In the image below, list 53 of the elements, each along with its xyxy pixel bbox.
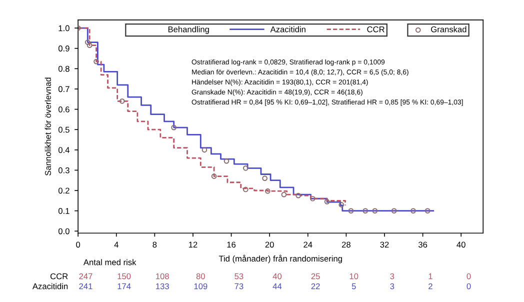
text: 0 bbox=[466, 273, 471, 280]
text: 241 bbox=[79, 283, 92, 290]
text: 53 bbox=[234, 273, 244, 280]
y-tick-label: 0.2 bbox=[58, 188, 70, 194]
y-tick-label: 0.3 bbox=[58, 167, 70, 174]
y-tick-label: 0.4 bbox=[58, 147, 70, 153]
y-tick-label: 0.5 bbox=[58, 126, 70, 133]
text: 1 bbox=[428, 273, 432, 280]
text: 3 bbox=[390, 273, 394, 280]
x-tick-label: 28 bbox=[342, 242, 350, 248]
text: 174 bbox=[118, 283, 131, 290]
x-axis-title: Tid (månader) från randomisering bbox=[218, 254, 342, 264]
text: 109 bbox=[194, 283, 208, 290]
legend-label: Azacitidin bbox=[270, 26, 306, 32]
text: 2 bbox=[428, 283, 432, 290]
text: 25 bbox=[311, 273, 320, 280]
text: 80 bbox=[196, 273, 205, 280]
text: 44 bbox=[272, 283, 282, 290]
text: 133 bbox=[156, 283, 169, 290]
y-tick-label: 0.7 bbox=[58, 86, 70, 92]
x-tick-label: 36 bbox=[418, 242, 428, 248]
legend-title: Behandling bbox=[168, 26, 209, 34]
text: 0 bbox=[466, 283, 471, 290]
y-tick-label: 0.1 bbox=[58, 208, 70, 214]
x-tick-label: 12 bbox=[188, 242, 198, 248]
text: CCR bbox=[50, 273, 68, 280]
text: 73 bbox=[234, 283, 244, 290]
y-tick-label: 0.6 bbox=[58, 106, 70, 112]
x-tick-label: 0 bbox=[76, 242, 80, 248]
text: 10 bbox=[350, 273, 358, 280]
x-tick-label: 40 bbox=[456, 242, 466, 248]
text: 40 bbox=[272, 273, 282, 280]
x-tick-label: 32 bbox=[380, 242, 389, 248]
x-tick-label: 8 bbox=[152, 242, 157, 248]
legend-label: CCR bbox=[367, 26, 384, 32]
x-tick-label: 16 bbox=[227, 242, 236, 248]
y-axis-title: Sannolikhet för överlevnad bbox=[44, 78, 51, 176]
text: 5 bbox=[352, 283, 356, 290]
x-tick-label: 20 bbox=[265, 242, 274, 248]
text: 108 bbox=[156, 273, 169, 280]
y-tick-label: 0.8 bbox=[58, 66, 70, 72]
text: 247 bbox=[79, 273, 92, 280]
text: 150 bbox=[118, 273, 131, 280]
text: 3 bbox=[390, 283, 394, 290]
legend-label: Granskad bbox=[431, 26, 466, 32]
x-tick-label: 4 bbox=[114, 242, 118, 248]
text: Azacitidin bbox=[32, 283, 68, 290]
text: 22 bbox=[311, 283, 320, 290]
x-tick-label: 24 bbox=[304, 242, 312, 248]
y-tick-label: 1.0 bbox=[58, 25, 70, 32]
text: Antal med risk bbox=[83, 259, 136, 266]
y-tick-label: 0.0 bbox=[58, 228, 70, 234]
y-tick-label: 0.9 bbox=[58, 46, 70, 52]
